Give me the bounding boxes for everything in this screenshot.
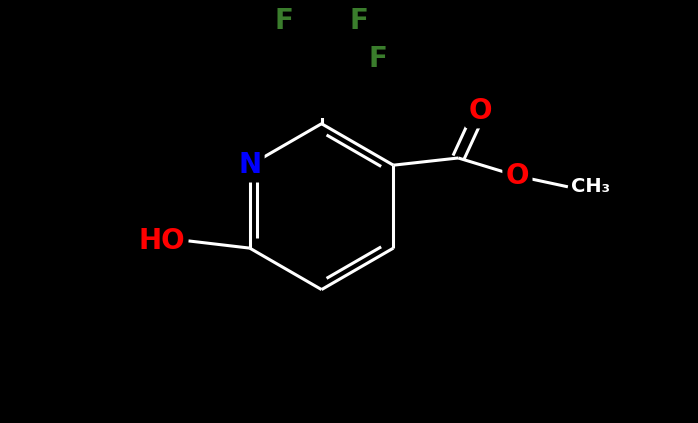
- Text: CH₃: CH₃: [572, 177, 611, 196]
- Text: N: N: [238, 151, 261, 179]
- Text: O: O: [468, 97, 491, 125]
- Text: F: F: [350, 7, 369, 35]
- Text: F: F: [274, 7, 293, 35]
- Text: F: F: [369, 45, 387, 73]
- Text: HO: HO: [138, 227, 185, 255]
- Text: O: O: [505, 162, 529, 190]
